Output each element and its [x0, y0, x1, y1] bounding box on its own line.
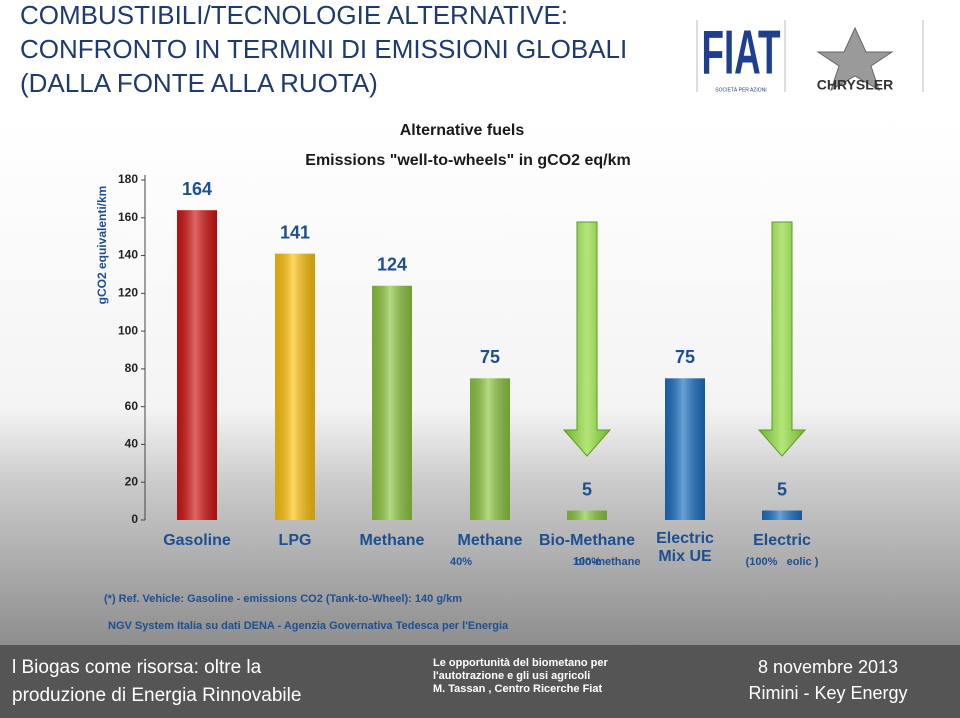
bar-shine: [762, 510, 802, 520]
reduction-arrow: [562, 221, 612, 457]
y-tick-label: 80: [125, 361, 139, 375]
fiat-tagline: SOCIETÀ PER AZIONI: [715, 86, 766, 93]
arrows: [562, 221, 807, 457]
category-label: Bio-Methane: [539, 532, 635, 549]
y-tick-label: 100: [118, 323, 138, 337]
slide-title: CONFRONTO IN TERMINI DI EMISSIONI GLOBAL…: [20, 34, 627, 64]
category-label: Electric Mix UE: [656, 530, 714, 565]
chart-source: NGV System Italia su dati DENA - Agenzia…: [108, 620, 509, 632]
value-label: 141: [280, 222, 310, 242]
value-label: 164: [182, 179, 212, 199]
footer-event: Rimini - Key Energy: [748, 683, 907, 703]
y-tick-label: 140: [118, 248, 138, 262]
value-label: 5: [777, 479, 787, 499]
y-tick-label: 180: [118, 172, 138, 186]
chart-subtitle: Emissions "well-to-wheels" in gCO2 eq/km: [305, 152, 630, 169]
y-axis-label: gCO2 equivalenti/km: [95, 186, 109, 305]
y-tick-label: 20: [125, 474, 139, 488]
category-label: Methane: [457, 532, 523, 549]
y-tick-label: 120: [118, 286, 138, 300]
value-label: 124: [377, 255, 407, 275]
category-note: 40% bio-methane: [450, 556, 640, 568]
category-note: (100% eolic ): [745, 556, 819, 568]
footer-title: produzione di Energia Rinnovabile: [12, 685, 301, 706]
pentastar: [816, 26, 894, 92]
chart-title: Alternative fuels: [400, 122, 525, 139]
category-label: LPG: [278, 532, 312, 549]
fiat-logo: FIAT: [701, 17, 780, 86]
value-label: 75: [675, 347, 695, 367]
y-tick-label: 60: [125, 399, 139, 413]
footer-band: [0, 645, 960, 718]
footer-title: l Biogas come risorsa: oltre la: [12, 657, 262, 678]
category-note: 100%: [572, 556, 602, 568]
chrysler-logo: CHRYSLER: [817, 77, 894, 93]
bar-shine: [372, 285, 412, 520]
bar-shine: [470, 378, 510, 520]
y-tick-label: 0: [131, 512, 138, 526]
bar-shine: [665, 378, 705, 520]
value-label: 5: [582, 479, 592, 499]
slide-title: COMBUSTIBILI/TECNOLOGIE ALTERNATIVE:: [20, 0, 568, 30]
footer-event: 8 novembre 2013: [758, 657, 898, 677]
y-tick-label: 40: [125, 437, 139, 451]
category-label: Gasoline: [163, 532, 231, 549]
chart-note: (*) Ref. Vehicle: Gasoline - emissions C…: [104, 593, 462, 605]
slide-title: (DALLA FONTE ALLA RUOTA): [20, 68, 378, 98]
footer-talk: Le opportunità del biometano per: [433, 657, 609, 669]
footer-talk: l'autotrazione e gli usi agricoli: [433, 670, 590, 682]
value-label: 75: [480, 347, 500, 367]
footer-talk: M. Tassan , Centro Ricerche Fiat: [433, 683, 602, 695]
category-label: Methane: [359, 532, 425, 549]
bar-shine: [275, 253, 315, 520]
y-tick-label: 160: [118, 210, 138, 224]
category-label: Electric: [753, 532, 811, 549]
bar-shine: [177, 210, 217, 520]
reduction-arrow: [757, 221, 807, 457]
bar-shine: [567, 510, 607, 520]
